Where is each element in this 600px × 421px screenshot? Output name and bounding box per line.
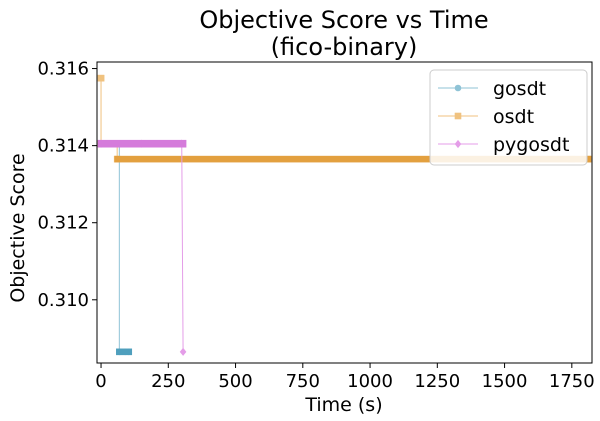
legend-label: pygosdt — [493, 134, 569, 156]
y-tick-label: 0.310 — [37, 290, 89, 311]
osdt-point — [97, 74, 105, 82]
legend-box — [429, 69, 588, 166]
chart-subtitle: (fico-binary) — [271, 33, 418, 61]
legend-marker — [454, 84, 462, 92]
legend-label: osdt — [493, 106, 534, 128]
y-tick-label: 0.312 — [37, 213, 89, 234]
x-tick-label: 500 — [218, 371, 252, 392]
chart-title: Objective Score vs Time — [199, 6, 488, 34]
y-tick-label: 0.316 — [37, 59, 89, 80]
x-tick-label: 1500 — [482, 371, 528, 392]
legend-item-osdt: osdt — [438, 106, 534, 128]
osdt-dense-points — [114, 155, 592, 163]
axes-frame — [96, 61, 593, 364]
legend-marker — [454, 112, 462, 120]
legend-marker — [454, 139, 462, 149]
x-axis-label: Time (s) — [304, 394, 382, 416]
x-tick-label: 0 — [95, 371, 106, 392]
pygosdt-line — [101, 143, 184, 352]
legend-label: gosdt — [493, 78, 546, 100]
gosdt-dense-points — [116, 348, 133, 356]
x-tick-label: 750 — [286, 371, 320, 392]
x-tick-label: 1250 — [414, 371, 460, 392]
x-tick-label: 250 — [151, 371, 185, 392]
legend-item-gosdt: gosdt — [438, 78, 546, 100]
series-pygosdt — [97, 139, 187, 356]
pygosdt-point — [179, 347, 187, 356]
plot-area: 0 250 500 750 1000 1250 1500 1750 0.3100.3120.3… — [37, 59, 594, 392]
gosdt-line — [101, 143, 129, 353]
series-gosdt — [97, 140, 133, 356]
x-tick-label: 1750 — [549, 371, 595, 392]
osdt-line — [100, 78, 104, 145]
legend-item-pygosdt: pygosdt — [438, 134, 569, 156]
y-axis: 0.310 0.312 0.314 0.316 — [37, 59, 97, 311]
x-axis: 0 250 500 750 1000 1250 1500 1750 — [95, 363, 595, 392]
pygosdt-dense-points — [97, 139, 187, 148]
series-marks — [97, 74, 592, 356]
x-tick-label: 1000 — [347, 371, 393, 392]
y-axis-label: Objective Score — [7, 153, 29, 302]
y-tick-label: 0.314 — [37, 136, 89, 157]
legend: gosdt osdt pygosdt — [429, 69, 588, 166]
